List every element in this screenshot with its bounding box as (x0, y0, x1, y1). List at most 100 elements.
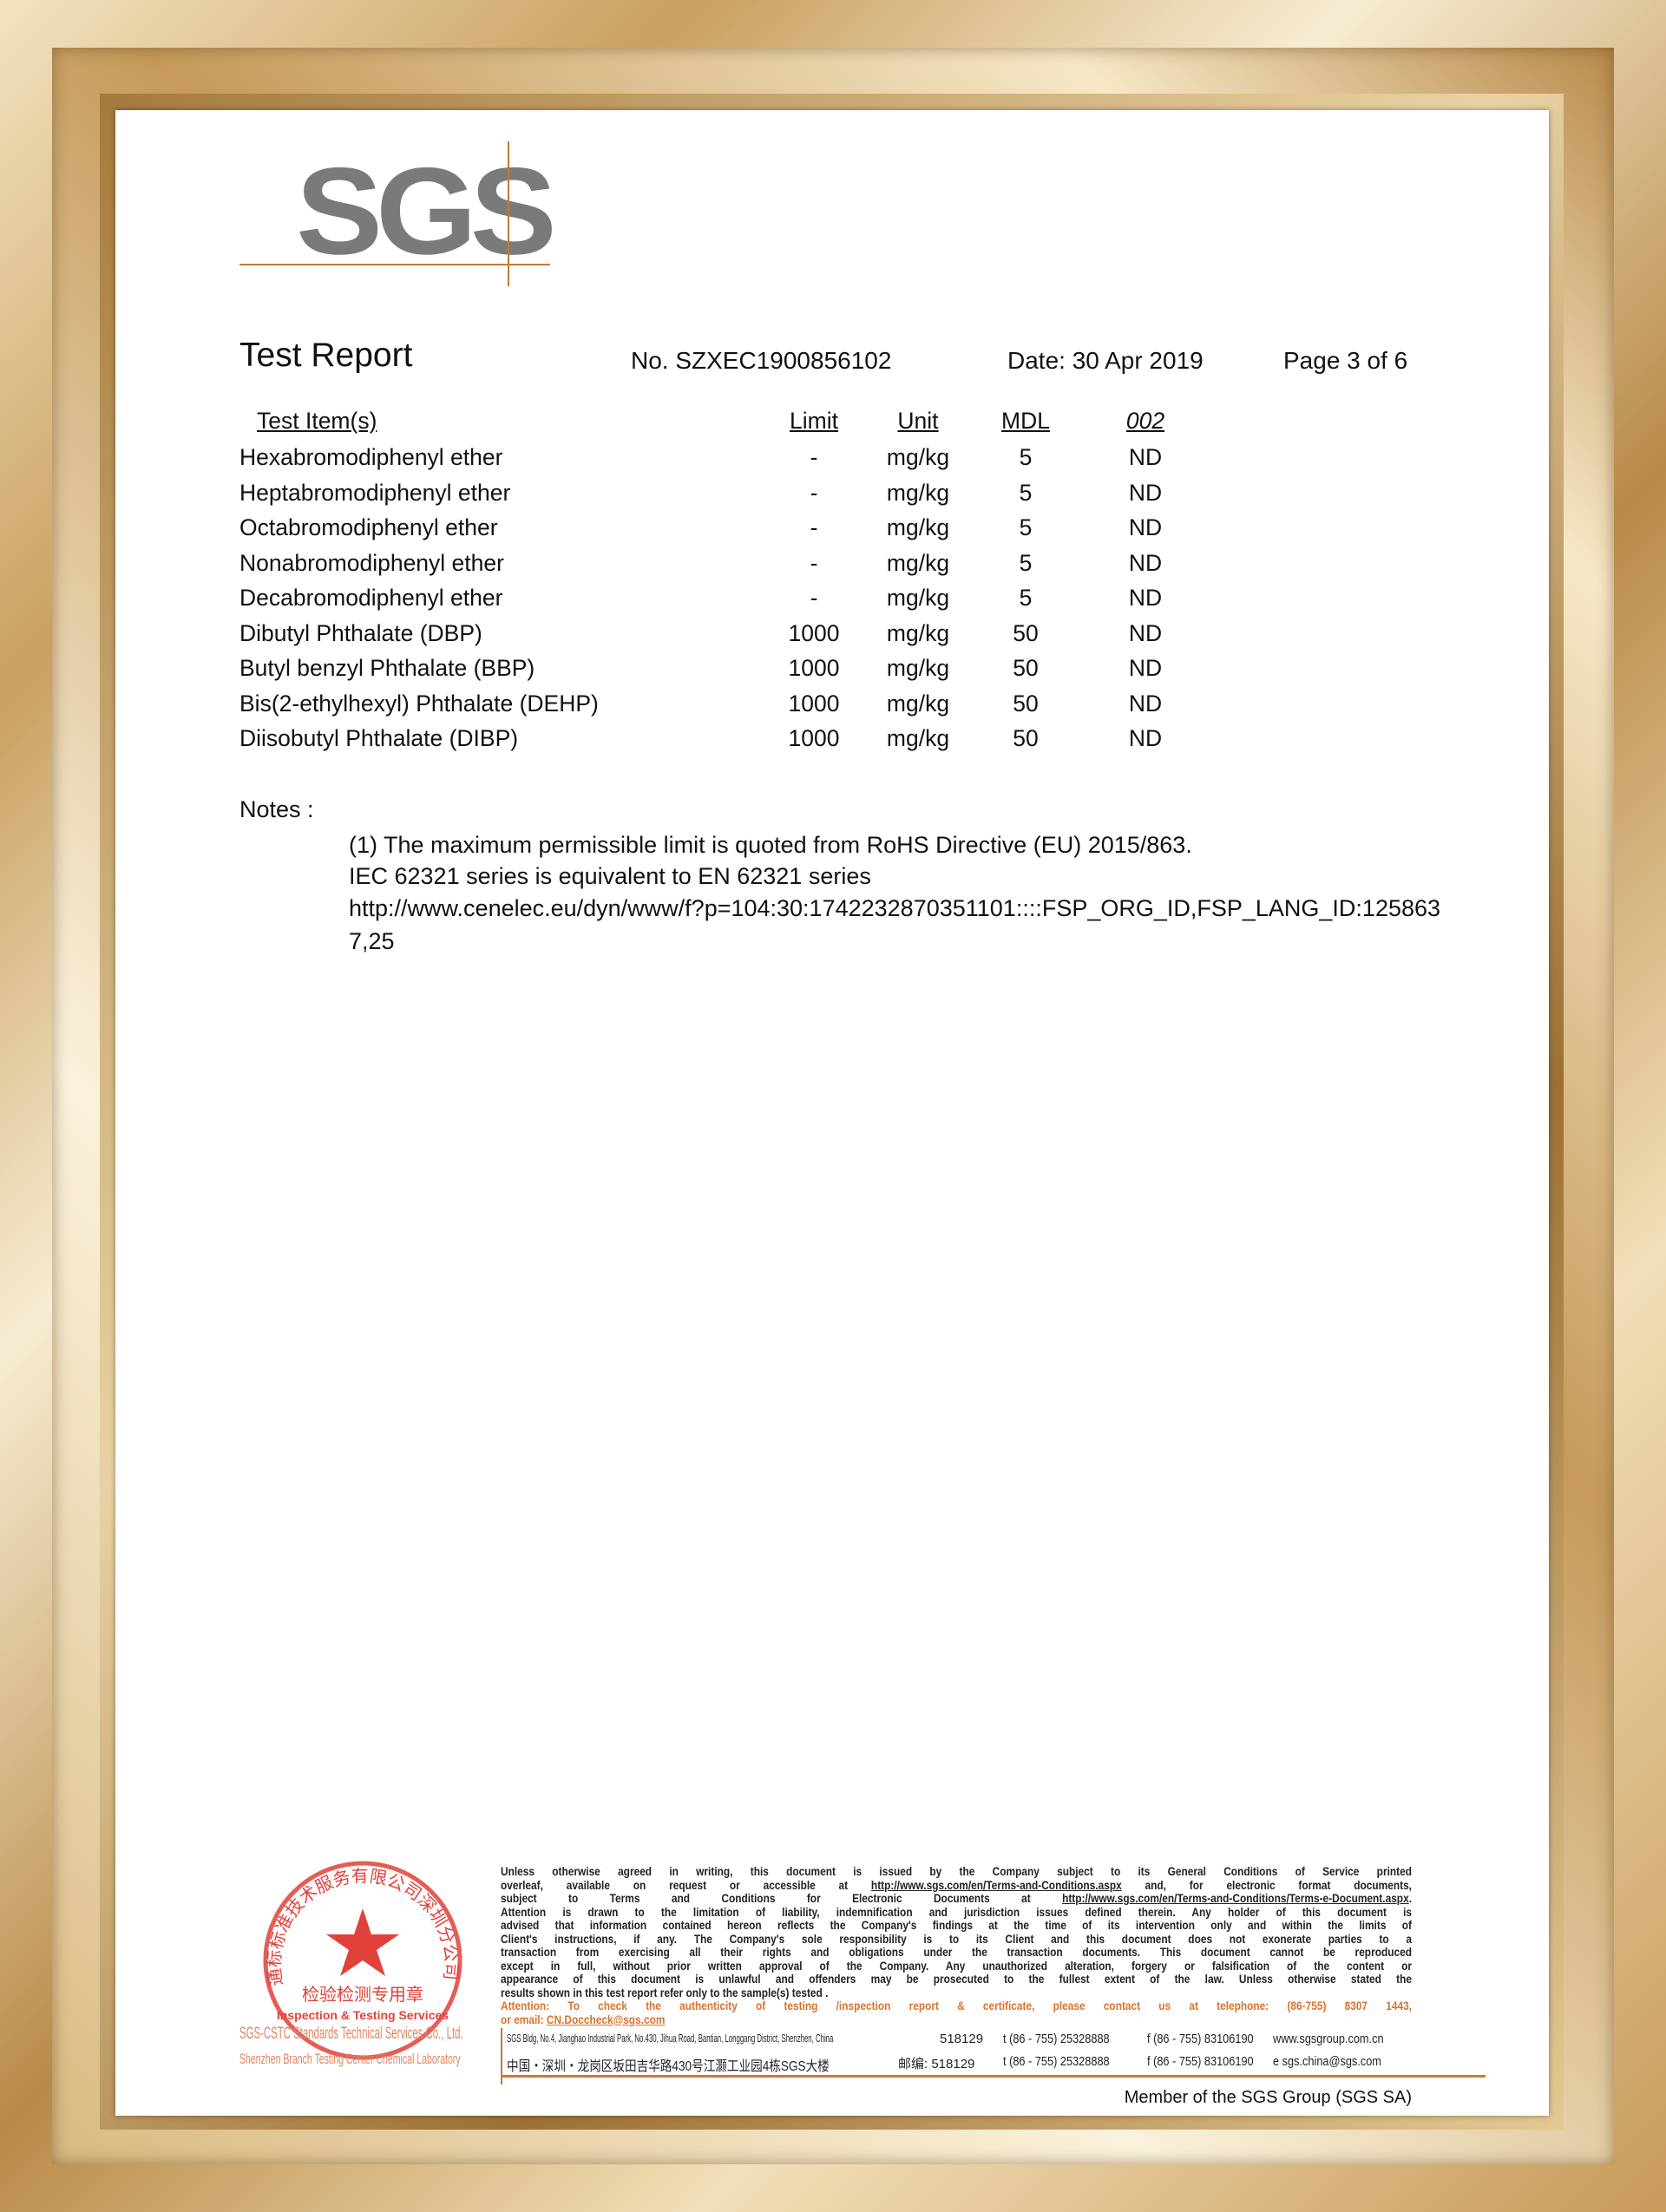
disclaimer-line: subject to Terms and Conditions for Elec… (501, 1892, 1412, 1906)
seal-center-cn: 检验检测专用章 (302, 1984, 423, 2005)
limit-cell: 1000 (788, 690, 840, 717)
disclaimer-line: advised that information contained hereo… (501, 1919, 1412, 1932)
star-icon (326, 1908, 399, 1976)
unit-cell: mg/kg (886, 725, 950, 751)
sgs-logo: SGS (296, 141, 557, 280)
footer-vertical-rule (501, 2028, 502, 2084)
unit-cell: mg/kg (886, 619, 950, 646)
postcode-cn: 邮编: 518129 (898, 2057, 975, 2071)
limit-cell: 1000 (788, 725, 840, 751)
seal-center-en: Inspection & Testing Services (277, 2008, 449, 2022)
unit-cell: mg/kg (886, 479, 950, 506)
result-cell: ND (1128, 619, 1163, 646)
unit-cell: mg/kg (886, 549, 950, 576)
disclaimer-line: results shown in this test report refer … (501, 1986, 829, 1999)
disclaimer-text: . (1408, 1892, 1412, 1905)
unit-cell: mg/kg (886, 444, 950, 470)
result-cell: ND (1128, 444, 1163, 470)
disclaimer-text: subject to Terms and Conditions for Elec… (501, 1892, 1063, 1905)
stamp-company-name: SGS-CSTC Standards Technical Services Co… (239, 2025, 463, 2043)
report-number: No. SZXEC1900856102 (631, 347, 892, 374)
test-item-cell: Hexabromodiphenyl ether (239, 444, 503, 470)
address-english: SGS Bldg, No.4, Jianghao Industrial Park… (507, 2032, 834, 2045)
limit-cell: - (810, 514, 818, 540)
test-item-cell: Diisobutyl Phthalate (DIBP) (239, 725, 519, 751)
test-item-cell: Bis(2-ethylhexyl) Phthalate (DEHP) (239, 690, 599, 717)
disclaimer-line: Client's instructions, if any. The Compa… (501, 1932, 1412, 1946)
disclaimer-line: appearance of this document is unlawful … (501, 1973, 1412, 1986)
table-row: Decabromodiphenyl ether - mg/kg 5 ND (0, 585, 1666, 619)
disclaimer-line: Attention is drawn to the limitation of … (501, 1905, 1412, 1919)
footer-rule (501, 2075, 1486, 2078)
unit-cell: mg/kg (886, 514, 950, 540)
disclaimer-text: and, for electronic format documents, (1121, 1878, 1412, 1892)
mdl-cell: 5 (1019, 514, 1033, 540)
limit-cell: - (810, 585, 818, 611)
authenticity-email-line: or email: CN.Doccheck@sgs.com (501, 2013, 1412, 2027)
test-item-cell: Nonabromodiphenyl ether (239, 549, 504, 576)
mdl-cell: 50 (1013, 725, 1039, 751)
fax: f (86 - 755) 83106190 (1147, 2032, 1254, 2046)
table-row: Heptabromodiphenyl ether - mg/kg 5 ND (0, 480, 1666, 514)
telephone: t (86 - 755) 25328888 (1003, 2054, 1110, 2069)
mdl-cell: 50 (1013, 655, 1039, 681)
column-header: Test Item(s) (257, 408, 377, 434)
table-row: Hexabromodiphenyl ether - mg/kg 5 ND (0, 444, 1666, 479)
unit-cell: mg/kg (886, 655, 950, 681)
member-statement: Member of the SGS Group (SGS SA) (1124, 2088, 1412, 2107)
document-page (115, 110, 1549, 2116)
disclaimer-line: overleaf, available on request or access… (501, 1879, 1412, 1893)
seal-ring (263, 1861, 462, 2060)
logo-vertical-rule (508, 141, 509, 286)
mdl-cell: 5 (1019, 549, 1033, 576)
table-row: Diisobutyl Phthalate (DIBP) 1000 mg/kg 50 ND (0, 725, 1666, 760)
legal-disclaimer: Unless otherwise agreed in writing, this… (501, 1865, 1412, 2026)
page-title: Test Report (239, 337, 413, 374)
unit-cell: mg/kg (886, 585, 950, 611)
stamp-branch-name: Shenzhen Branch Testing Center Chemical … (239, 2051, 461, 2067)
table-row: Bis(2-ethylhexyl) Phthalate (DEHP) 1000 mg… (0, 690, 1666, 725)
note-line: IEC 62321 series is equivalent to EN 623… (349, 863, 871, 889)
limit-cell: - (810, 444, 818, 470)
result-cell: ND (1128, 690, 1163, 717)
result-cell: ND (1128, 479, 1163, 506)
limit-cell: 1000 (788, 655, 840, 681)
result-cell: ND (1128, 585, 1163, 611)
column-header: Unit (897, 408, 939, 434)
note-line: 7,25 (349, 928, 395, 954)
page-number: Page 3 of 6 (1283, 347, 1408, 374)
test-item-cell: Dibutyl Phthalate (DBP) (239, 619, 482, 646)
contact-email[interactable]: e sgs.china@sgs.com (1273, 2054, 1381, 2069)
result-cell: ND (1128, 725, 1163, 751)
limit-cell: - (810, 479, 818, 506)
column-header: MDL (1001, 408, 1050, 434)
unit-cell: mg/kg (886, 690, 950, 717)
address-chinese: 中国・深圳・龙岗区坂田吉华路430号江灏工业园4栋SGS大楼 (507, 2059, 830, 2074)
terms-link[interactable]: http://www.sgs.com/en/Terms-and-Conditio… (870, 1878, 1122, 1892)
mdl-cell: 5 (1019, 479, 1033, 506)
limit-cell: - (810, 549, 818, 576)
notes-label: Notes : (239, 796, 314, 822)
note-line: (1) The maximum permissible limit is quo… (349, 832, 1192, 858)
test-item-cell: Octabromodiphenyl ether (239, 514, 498, 540)
mdl-cell: 50 (1013, 619, 1039, 646)
column-header: 002 (1125, 408, 1165, 434)
result-cell: ND (1128, 549, 1163, 576)
table-row: Nonabromodiphenyl ether - mg/kg 5 ND (0, 550, 1666, 585)
website-link[interactable]: www.sgsgroup.com.cn (1273, 2032, 1384, 2046)
limit-cell: 1000 (788, 619, 840, 646)
column-header: Limit (790, 408, 838, 434)
doccheck-email-link[interactable]: CN.Doccheck@sgs.com (546, 2012, 666, 2026)
telephone: t (86 - 755) 25328888 (1003, 2032, 1110, 2046)
report-date: Date: 30 Apr 2019 (1007, 347, 1204, 374)
e-document-terms-link[interactable]: http://www.sgs.com/en/Terms-and-Conditio… (1062, 1892, 1409, 1905)
disclaimer-text: overleaf, available on request or access… (501, 1878, 871, 1892)
disclaimer-line: except in full, without prior written ap… (501, 1959, 1412, 1973)
test-item-cell: Butyl benzyl Phthalate (BBP) (239, 655, 535, 681)
postcode: 518129 (940, 2032, 984, 2046)
result-cell: ND (1128, 514, 1163, 540)
company-seal: 检验检测专用章 Inspection & Testing Services 通标… (263, 1861, 462, 2060)
logo-horizontal-rule (239, 264, 550, 265)
note-line: http://www.cenelec.eu/dyn/www/f?p=104:30… (349, 895, 1441, 921)
test-item-cell: Decabromodiphenyl ether (239, 585, 503, 611)
